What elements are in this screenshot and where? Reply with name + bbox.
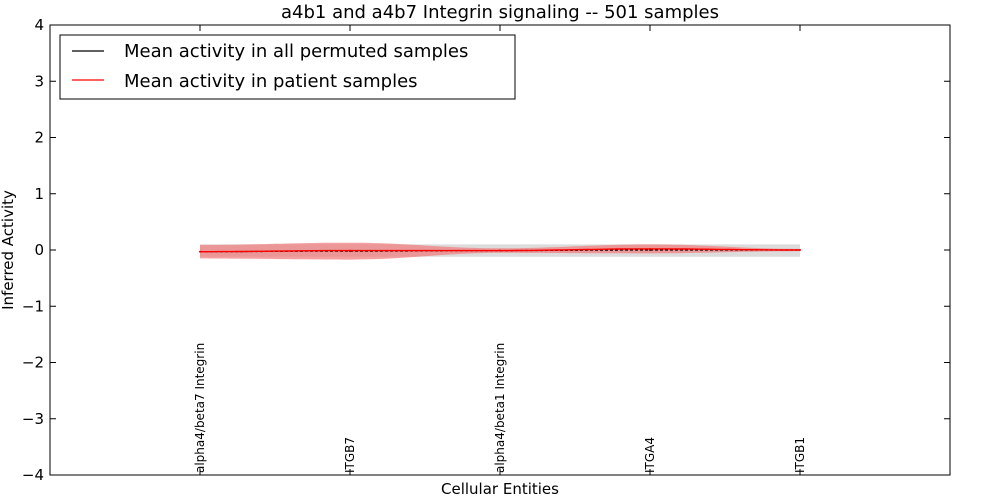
y-tick-label: 2 [34,129,44,147]
legend-label-permuted: Mean activity in all permuted samples [124,41,468,62]
x-axis-ticks: alpha4/beta7 Integrin ITGB7 alpha4/beta1 I… [193,25,807,475]
point-patient-0 [199,250,201,253]
y-tick-label: −1 [22,297,44,315]
legend: Mean activity in all permuted samples Me… [59,34,516,100]
x-axis-label: Cellular Entities [441,480,559,498]
x-tick-label: ITGB7 [343,437,357,473]
series-lines [199,247,801,253]
chart-title: a4b1 and a4b7 Integrin signaling -- 501 … [281,2,719,23]
point-patient-3 [649,247,651,250]
y-tick-label: 3 [34,72,44,90]
x-tick-label: alpha4/beta7 Integrin [193,343,207,473]
legend-frame [59,34,516,100]
x-tick-label: ITGA4 [643,437,657,473]
point-patient-4 [799,249,801,251]
y-axis-label: Inferred Activity [0,190,17,310]
y-tick-label: 0 [34,241,44,259]
legend-label-patient: Mean activity in patient samples [124,71,418,92]
x-tick-label: alpha4/beta1 Integrin [493,343,507,473]
y-tick-label: −4 [22,466,44,484]
point-patient-2 [499,249,501,252]
y-tick-label: 1 [34,185,44,203]
y-axis-ticks: −4 −3 −2 −1 0 1 2 3 4 [22,16,950,484]
y-tick-label: −2 [22,354,44,372]
y-tick-label: −3 [22,410,44,428]
x-tick-label: ITGB1 [793,437,807,473]
y-tick-label: 4 [34,16,44,34]
point-patient-1 [349,249,351,252]
